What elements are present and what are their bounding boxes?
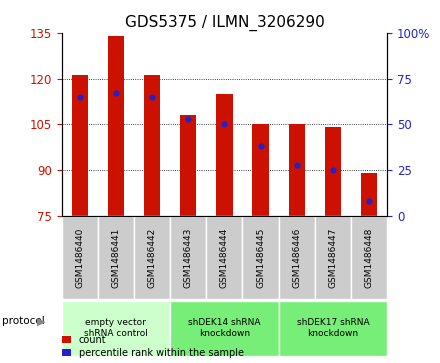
Bar — [325, 127, 341, 216]
Text: GSM1486442: GSM1486442 — [147, 228, 157, 288]
Bar — [216, 94, 232, 216]
Text: GSM1486443: GSM1486443 — [184, 228, 193, 288]
Text: GSM1486440: GSM1486440 — [75, 228, 84, 288]
Text: empty vector
shRNA control: empty vector shRNA control — [84, 318, 148, 338]
Bar — [98, 216, 134, 299]
Bar — [315, 216, 351, 299]
Text: shDEK14 shRNA
knockdown: shDEK14 shRNA knockdown — [188, 318, 260, 338]
Bar — [144, 76, 160, 216]
Bar — [62, 301, 170, 356]
Point — [112, 90, 119, 96]
Point — [330, 167, 337, 173]
Point — [185, 116, 192, 122]
Legend: count, percentile rank within the sample: count, percentile rank within the sample — [62, 335, 244, 358]
Bar — [279, 301, 387, 356]
Point — [293, 162, 300, 168]
Text: ▶: ▶ — [37, 316, 45, 326]
Bar — [180, 115, 196, 216]
Point — [257, 143, 264, 149]
Text: GSM1486447: GSM1486447 — [328, 228, 337, 288]
Text: GSM1486446: GSM1486446 — [292, 228, 301, 288]
Bar — [279, 216, 315, 299]
Bar — [170, 216, 206, 299]
Bar — [289, 125, 305, 216]
Text: GSM1486441: GSM1486441 — [111, 228, 121, 288]
Bar — [253, 125, 269, 216]
Text: GSM1486448: GSM1486448 — [365, 228, 374, 288]
Bar — [351, 216, 387, 299]
Text: GSM1486445: GSM1486445 — [256, 228, 265, 288]
Bar — [242, 216, 279, 299]
Point — [76, 94, 83, 100]
Point — [221, 122, 228, 127]
Bar — [62, 216, 98, 299]
Point — [366, 199, 373, 204]
Point — [149, 94, 156, 100]
Bar — [361, 173, 377, 216]
Bar — [72, 76, 88, 216]
Text: protocol: protocol — [2, 316, 45, 326]
Bar — [170, 301, 279, 356]
Bar — [206, 216, 242, 299]
Text: GSM1486444: GSM1486444 — [220, 228, 229, 288]
Text: shDEK17 shRNA
knockdown: shDEK17 shRNA knockdown — [297, 318, 369, 338]
Bar — [108, 36, 124, 216]
Bar — [134, 216, 170, 299]
Title: GDS5375 / ILMN_3206290: GDS5375 / ILMN_3206290 — [125, 15, 324, 31]
